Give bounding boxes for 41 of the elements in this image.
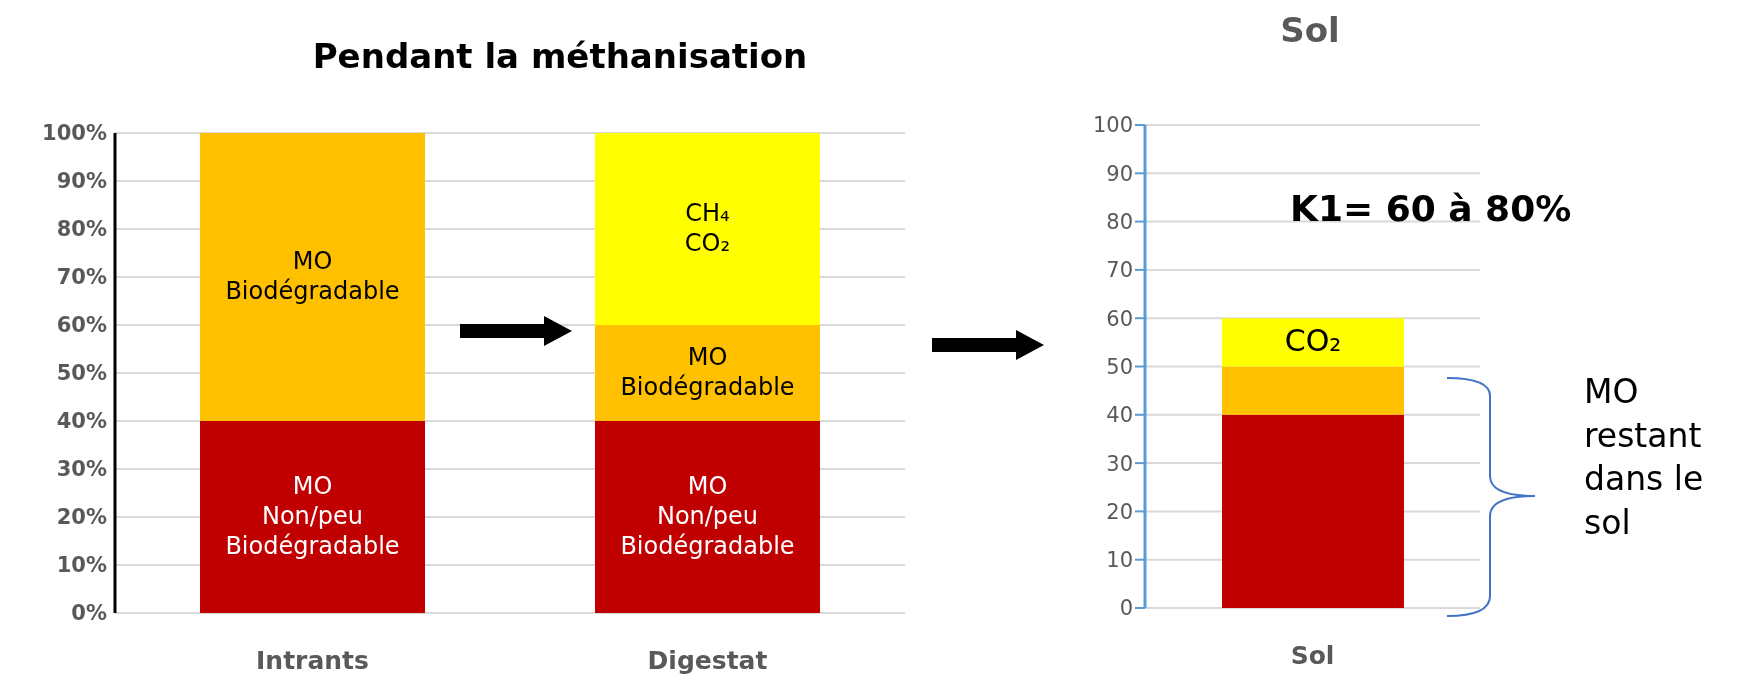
x-tick-label: Digestat [647, 645, 768, 675]
y-tick-label: 100% [42, 121, 107, 146]
y-tick-label: 10% [56, 553, 107, 578]
bar [595, 133, 820, 325]
y-tick-label: 90 [1106, 161, 1133, 186]
y-tick-label: 100 [1092, 113, 1133, 138]
bar [200, 421, 425, 613]
y-tick-label: 40 [1106, 403, 1133, 428]
y-tick-label: 20 [1106, 499, 1133, 524]
bar [595, 325, 820, 421]
y-tick-label: 0% [71, 601, 107, 626]
y-tick-label: 10 [1106, 548, 1133, 573]
y-tick-label: 0 [1119, 596, 1133, 621]
y-tick-label: 80% [56, 217, 107, 242]
chart-title: Pendant la méthanisation [311, 36, 809, 76]
y-tick-label: 30% [56, 457, 107, 482]
text: MO Non/peu Biodégradable [620, 472, 795, 560]
y-tick-label: 70 [1106, 258, 1133, 283]
annotation: K1= 60 à 80% [1290, 188, 1572, 229]
x-tick-label: Intrants [256, 645, 369, 675]
y-tick-label: 60% [56, 313, 107, 338]
y-tick-label: 80 [1106, 210, 1133, 235]
text: MO restant dans le sol [1584, 371, 1705, 544]
y-tick-label: 50 [1106, 354, 1133, 379]
bar [1222, 414, 1404, 608]
series-label: MO Non/peu Biodégradable [225, 472, 400, 560]
y-tick-label: 60 [1106, 306, 1133, 331]
bar [1222, 366, 1404, 415]
series-label: MO Biodégradable [620, 343, 795, 401]
series-label: CO₂ [1284, 322, 1342, 358]
bar [595, 421, 820, 613]
y-tick-label: 70% [56, 265, 107, 290]
y-tick-label: 90% [56, 169, 107, 194]
y-tick-label: 20% [56, 505, 107, 530]
bar [200, 133, 425, 421]
text: MO Biodégradable [225, 247, 400, 305]
y-tick-label: 50% [56, 361, 107, 386]
y-tick-label: 40% [56, 409, 107, 434]
series-label: CH₄ CO₂ [684, 199, 731, 257]
y-tick-label: 30 [1106, 451, 1133, 476]
bar [1222, 318, 1404, 367]
